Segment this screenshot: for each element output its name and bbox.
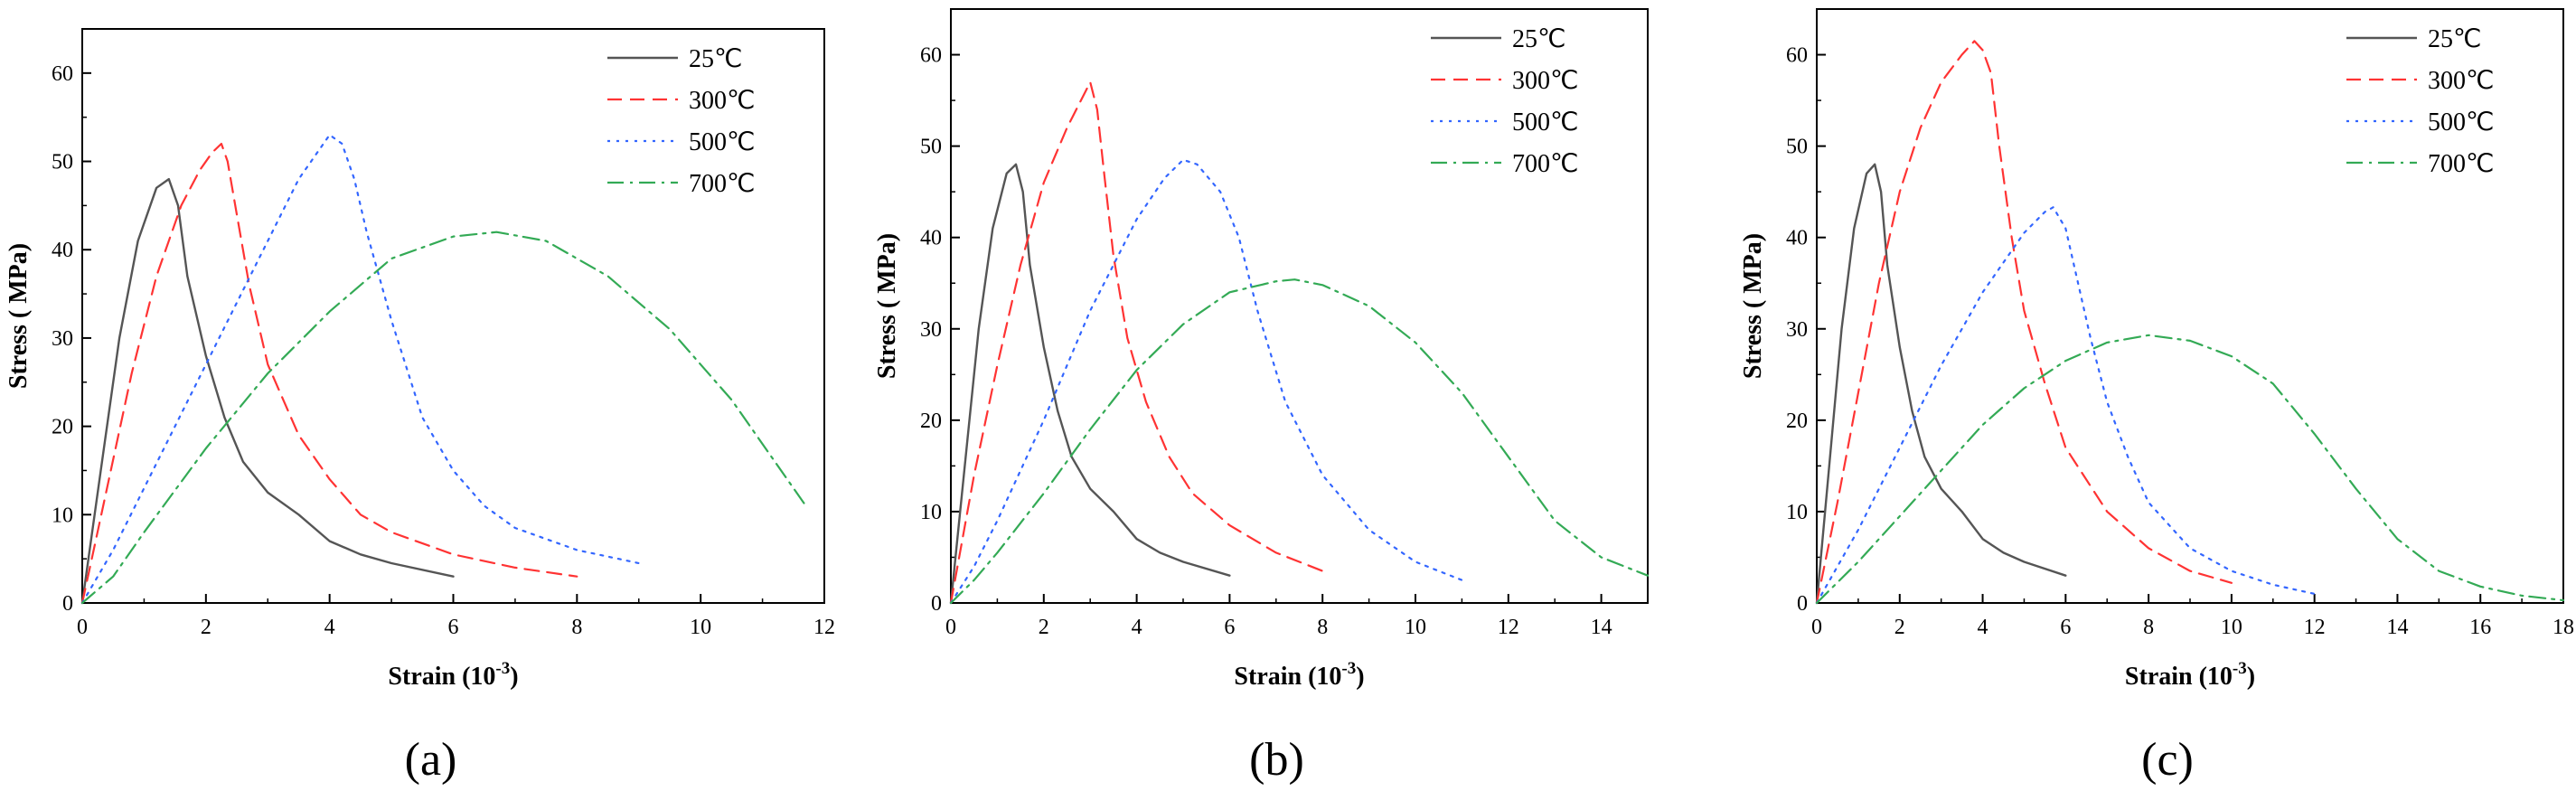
legend-label-2: 300℃ bbox=[1512, 67, 1578, 95]
legend-label-4: 700℃ bbox=[1512, 150, 1578, 178]
y-tick-label: 10 bbox=[920, 501, 942, 524]
series-line-4 bbox=[949, 278, 1650, 605]
x-tick-label: 10 bbox=[690, 616, 711, 639]
x-tick-label: 8 bbox=[571, 616, 582, 639]
legend-label-3: 500℃ bbox=[2428, 108, 2494, 137]
legend-label-2: 300℃ bbox=[689, 87, 755, 115]
y-tick-label: 30 bbox=[1786, 318, 1808, 342]
y-tick-label: 50 bbox=[920, 136, 942, 159]
x-axis-title-main: Strain (10 bbox=[2125, 663, 2233, 691]
x-tick-label: 2 bbox=[1894, 616, 1905, 639]
x-tick-label: 2 bbox=[201, 616, 212, 639]
x-tick-label: 12 bbox=[2304, 616, 2326, 639]
x-axis-title-end: ) bbox=[1356, 663, 1364, 691]
series-line-4 bbox=[80, 231, 807, 605]
x-tick-label: 0 bbox=[945, 616, 956, 639]
x-tick-label: 4 bbox=[1978, 616, 1988, 639]
series-line-4 bbox=[1815, 334, 2565, 605]
y-tick-label: 60 bbox=[52, 62, 73, 86]
y-tick-label: 50 bbox=[1786, 136, 1808, 159]
panel-label: (b) bbox=[1249, 734, 1304, 786]
x-axis-title-end: ) bbox=[2247, 663, 2255, 691]
legend-label-4: 700℃ bbox=[689, 170, 755, 198]
y-tick-label: 10 bbox=[1786, 501, 1808, 524]
x-axis-title-sup: -3 bbox=[2233, 659, 2247, 678]
x-tick-label: 18 bbox=[2552, 616, 2574, 639]
y-tick-label: 10 bbox=[52, 504, 73, 527]
x-tick-label: 8 bbox=[2143, 616, 2154, 639]
legend-label-1: 25℃ bbox=[2428, 25, 2481, 53]
y-axis-title: Stress ( MPa) bbox=[873, 233, 901, 379]
y-tick-label: 40 bbox=[52, 239, 73, 262]
x-tick-label: 16 bbox=[2469, 616, 2491, 639]
x-axis-title-end: ) bbox=[510, 663, 518, 691]
x-tick-label: 6 bbox=[2060, 616, 2071, 639]
x-tick-label: 4 bbox=[324, 616, 335, 639]
legend-label-3: 500℃ bbox=[1512, 108, 1578, 137]
x-tick-label: 14 bbox=[1591, 616, 1612, 639]
x-axis-title-sup: -3 bbox=[495, 659, 510, 678]
y-tick-label: 30 bbox=[52, 327, 73, 351]
series-line-3 bbox=[949, 158, 1463, 605]
x-axis-title: Strain (10-3) bbox=[1234, 659, 1364, 691]
series-line-1 bbox=[949, 163, 1231, 605]
series-line-1 bbox=[80, 177, 455, 605]
plot-frame bbox=[950, 8, 1649, 604]
panel-label: (c) bbox=[2141, 734, 2194, 786]
x-axis-title-main: Strain (10 bbox=[388, 663, 495, 691]
x-tick-label: 10 bbox=[1405, 616, 1426, 639]
y-tick-label: 0 bbox=[62, 592, 73, 616]
x-axis-title: Strain (10-3) bbox=[388, 659, 518, 691]
x-tick-label: 6 bbox=[448, 616, 459, 639]
x-tick-label: 14 bbox=[2386, 616, 2408, 639]
series-line-3 bbox=[1815, 206, 2316, 605]
y-axis-title: Stress ( MPa) bbox=[5, 243, 33, 389]
legend-label-1: 25℃ bbox=[689, 45, 742, 73]
y-tick-label: 60 bbox=[920, 44, 942, 68]
series-line-2 bbox=[949, 80, 1324, 605]
series-line-1 bbox=[1815, 163, 2067, 605]
y-tick-label: 40 bbox=[920, 227, 942, 250]
series-line-2 bbox=[80, 142, 578, 605]
legend-label-2: 300℃ bbox=[2428, 67, 2494, 95]
x-tick-label: 2 bbox=[1039, 616, 1049, 639]
y-tick-label: 40 bbox=[1786, 227, 1808, 250]
legend-label-1: 25℃ bbox=[1512, 25, 1565, 53]
y-tick-label: 20 bbox=[1786, 410, 1808, 433]
x-tick-label: 10 bbox=[2221, 616, 2242, 639]
y-tick-label: 20 bbox=[920, 410, 942, 433]
y-tick-label: 30 bbox=[920, 318, 942, 342]
x-tick-label: 12 bbox=[813, 616, 835, 639]
x-tick-label: 4 bbox=[1132, 616, 1142, 639]
x-tick-label: 12 bbox=[1498, 616, 1519, 639]
x-tick-label: 0 bbox=[1811, 616, 1822, 639]
chart-panel-1: 0 2 4 6 8 10 12 0 10 20 30 40 50 60 Strain (10-3) Stres… bbox=[5, 28, 835, 786]
y-tick-label: 60 bbox=[1786, 44, 1808, 68]
legend-label-4: 700℃ bbox=[2428, 150, 2494, 178]
x-tick-label: 6 bbox=[1224, 616, 1235, 639]
legend-label-3: 500℃ bbox=[689, 128, 755, 156]
series-line-2 bbox=[1815, 40, 2233, 605]
chart-panel-3: 0 2 4 6 8 10 12 14 16 18 0 10 20 30 40 50 60 Strain (10-3… bbox=[1739, 8, 2574, 786]
x-tick-label: 0 bbox=[77, 616, 88, 639]
y-tick-label: 20 bbox=[52, 416, 73, 439]
y-tick-label: 50 bbox=[52, 151, 73, 174]
x-axis-title-sup: -3 bbox=[1341, 659, 1356, 678]
x-axis-title: Strain (10-3) bbox=[2125, 659, 2255, 691]
x-tick-label: 8 bbox=[1317, 616, 1328, 639]
y-axis-title: Stress ( MPa) bbox=[1739, 233, 1767, 379]
y-tick-label: 0 bbox=[1797, 592, 1808, 616]
y-tick-label: 0 bbox=[931, 592, 942, 616]
panel-label: (a) bbox=[405, 734, 457, 786]
series-line-3 bbox=[80, 134, 640, 605]
x-axis-title-main: Strain (10 bbox=[1234, 663, 1341, 691]
